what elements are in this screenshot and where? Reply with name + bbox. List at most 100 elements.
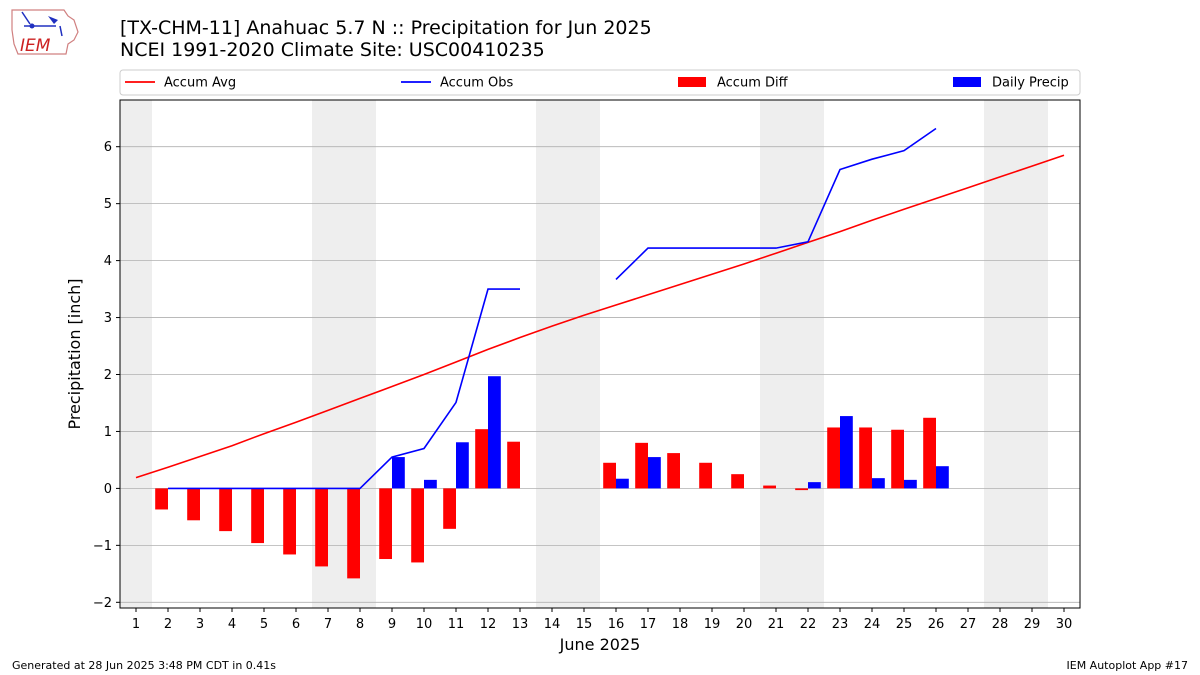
x-tick-label: 26 — [928, 617, 945, 632]
legend-swatch-bar — [678, 77, 706, 87]
legend-item: Accum Avg — [125, 76, 236, 91]
y-tick-label: −2 — [93, 596, 112, 611]
y-tick-label: 6 — [104, 140, 112, 155]
weekend-band — [568, 100, 600, 608]
y-tick-label: 2 — [104, 368, 112, 383]
legend-box — [119, 69, 1081, 96]
accum-diff-bar — [443, 488, 456, 529]
x-tick-label: 23 — [832, 617, 849, 632]
x-tick-label: 27 — [960, 617, 977, 632]
x-tick-label: 29 — [1024, 617, 1041, 632]
legend-label: Accum Obs — [440, 76, 513, 91]
accum-diff-bar — [411, 488, 424, 563]
weekend-band — [120, 100, 152, 608]
daily-precip-bar — [392, 457, 405, 489]
accum-diff-bar — [699, 462, 712, 489]
accum-diff-bar — [507, 441, 520, 489]
accum-diff-bar — [827, 427, 840, 489]
x-tick-label: 22 — [800, 617, 817, 632]
accum-avg-line — [135, 154, 1065, 479]
y-tick-label: 3 — [104, 311, 112, 326]
logo-text: IEM — [20, 36, 51, 56]
accum-obs-line — [168, 288, 520, 490]
accum-diff-bar — [731, 474, 744, 489]
daily-precip-bar — [904, 479, 917, 489]
x-axis: 1 2 3 4 5 6 7 8 9 10 11 12 13 14 15 16 17 18 19 20 21 22 23 24 2… — [132, 608, 1072, 632]
iem-logo: IEM — [8, 6, 82, 60]
accum-diff-bar — [891, 429, 904, 489]
x-tick-label: 15 — [576, 617, 593, 632]
x-tick-label: 5 — [260, 617, 268, 632]
x-tick-label: 9 — [388, 617, 396, 632]
accum-diff-bar — [347, 488, 360, 579]
accum-diff-bar — [475, 429, 488, 489]
accum-diff-bar — [187, 488, 200, 521]
chart-title: [TX-CHM-11] Anahuac 5.7 N :: Precipitati… — [120, 17, 652, 39]
x-tick-label: 25 — [896, 617, 913, 632]
y-tick-label: −1 — [93, 539, 112, 554]
accum-diff-bar — [795, 488, 808, 491]
x-tick-label: 17 — [640, 617, 657, 632]
daily-precip-bar — [488, 376, 501, 489]
x-tick-label: 7 — [324, 617, 332, 632]
accum-diff-bar — [219, 488, 232, 532]
x-tick-label: 18 — [672, 617, 689, 632]
legend-label: Accum Avg — [164, 76, 236, 91]
x-tick-label: 1 — [132, 617, 140, 632]
accum-diff-bar — [315, 488, 328, 567]
y-tick-label: 0 — [104, 482, 112, 497]
x-tick-label: 10 — [416, 617, 433, 632]
legend-label: Daily Precip — [992, 76, 1069, 91]
accum-diff-bar — [603, 462, 616, 489]
x-tick-label: 14 — [544, 617, 561, 632]
legend-item: Accum Obs — [401, 76, 513, 91]
y-axis-label: Precipitation [inch] — [65, 278, 84, 429]
accum-diff-bar — [155, 488, 168, 510]
y-tick-label: 1 — [104, 425, 112, 440]
bars — [155, 376, 949, 579]
legend-item: Accum Diff — [678, 76, 789, 91]
legend: Accum Avg Accum Obs Accum Diff Daily Precip — [119, 69, 1081, 96]
x-tick-label: 8 — [356, 617, 364, 632]
daily-precip-bar — [424, 479, 437, 489]
x-tick-label: 13 — [512, 617, 529, 632]
x-tick-label: 4 — [228, 617, 236, 632]
chart-subtitle: NCEI 1991-2020 Climate Site: USC00410235 — [120, 39, 545, 61]
daily-precip-bar — [872, 478, 885, 489]
daily-precip-bar — [808, 482, 821, 489]
weekend-band — [792, 100, 824, 608]
weekend-band — [1016, 100, 1048, 608]
x-tick-label: 21 — [768, 617, 785, 632]
weekend-band — [984, 100, 1016, 608]
x-tick-label: 2 — [164, 617, 172, 632]
plot-frame — [119, 99, 1081, 609]
accum-diff-bar — [859, 427, 872, 489]
y-axis: −2 −1 0 1 2 3 4 5 6 — [93, 140, 120, 611]
x-tick-label: 20 — [736, 617, 753, 632]
accum-diff-bar — [283, 488, 296, 555]
daily-precip-bar — [840, 416, 853, 489]
weekend-band — [760, 100, 792, 608]
x-tick-label: 24 — [864, 617, 881, 632]
x-tick-label: 11 — [448, 617, 465, 632]
accum-obs-line — [615, 127, 937, 280]
x-axis-label: June 2025 — [559, 635, 641, 654]
x-tick-label: 30 — [1056, 617, 1073, 632]
daily-precip-bar — [616, 478, 629, 489]
accum-diff-bar — [667, 453, 680, 489]
app-label: IEM Autoplot App #17 — [1066, 659, 1189, 672]
x-tick-label: 19 — [704, 617, 721, 632]
daily-precip-bar — [456, 442, 469, 489]
weekend-band — [536, 100, 568, 608]
legend-swatch-bar — [953, 77, 981, 87]
y-tick-label: 4 — [104, 254, 112, 269]
x-tick-label: 6 — [292, 617, 300, 632]
accum-diff-bar — [923, 417, 936, 489]
weekend-shading — [120, 100, 1048, 608]
legend-label: Accum Diff — [717, 76, 789, 91]
y-tick-label: 5 — [104, 197, 112, 212]
x-tick-label: 16 — [608, 617, 625, 632]
legend-item: Daily Precip — [953, 76, 1069, 91]
x-tick-label: 3 — [196, 617, 204, 632]
